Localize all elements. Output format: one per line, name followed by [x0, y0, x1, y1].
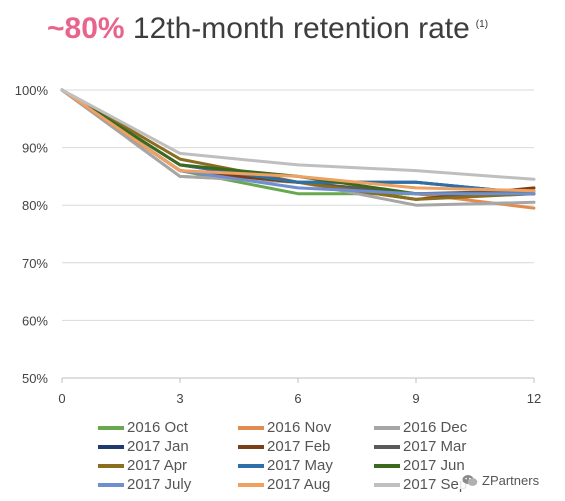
legend-item: 2017 Mar: [374, 437, 466, 456]
x-tick-label: 6: [294, 391, 301, 406]
legend-label: 2017 Jan: [127, 438, 189, 455]
legend-item: 2017 July: [98, 475, 191, 494]
legend-swatch: [238, 463, 264, 468]
watermark: ZPartners: [459, 472, 543, 489]
x-tick-label: 0: [58, 391, 65, 406]
y-tick-label: 90%: [22, 141, 48, 156]
legend-label: 2017 Apr: [127, 457, 188, 474]
legend-swatch: [238, 444, 264, 449]
legend-item: 2016 Dec: [374, 418, 467, 437]
legend-label: 2017 Feb: [267, 438, 331, 455]
x-tick-label: 12: [527, 391, 541, 406]
legend-label: 2017 Jun: [403, 457, 465, 474]
watermark-text: ZPartners: [482, 473, 540, 488]
legend-item: 2017 Jan: [98, 437, 189, 456]
wechat-icon: [462, 475, 478, 486]
y-axis-ticks: 50% 60% 70% 80% 90% 100%: [15, 83, 49, 386]
legend-item: 2017 Apr: [98, 456, 187, 475]
legend-label: 2017 Mar: [403, 438, 467, 455]
legend-swatch: [98, 463, 124, 468]
chart-series-lines: [60, 88, 536, 210]
legend-item: 2017 Jun: [374, 456, 465, 475]
legend-item: 2017 Aug: [238, 475, 330, 494]
legend-label: 2017 Sep: [403, 476, 468, 493]
x-tick-label: 9: [412, 391, 419, 406]
legend-swatch: [374, 463, 400, 468]
chart-headline: ~80% 12th-month retention rate (1): [47, 12, 488, 46]
legend-item: 2016 Oct: [98, 418, 188, 437]
legend-swatch: [374, 482, 400, 487]
legend-item: 2017 May: [238, 456, 333, 475]
headline-text: 12th-month retention rate: [132, 12, 470, 45]
series-line-10: [60, 88, 536, 193]
legend-swatch: [374, 444, 400, 449]
legend-swatch: [98, 482, 124, 487]
legend-item: 2016 Nov: [238, 418, 331, 437]
y-tick-label: 100%: [15, 83, 49, 98]
y-tick-label: 80%: [22, 198, 48, 213]
legend-swatch: [374, 425, 400, 430]
legend-item: 2017 Feb: [238, 437, 330, 456]
headline-footnote-marker: (1): [475, 19, 489, 30]
series-line-11: [60, 88, 536, 181]
legend-label: 2016 Oct: [127, 419, 188, 436]
x-tick-label: 3: [176, 391, 183, 406]
y-tick-label: 70%: [22, 256, 48, 271]
legend-label: 2017 July: [127, 476, 192, 493]
legend-swatch: [238, 482, 264, 487]
legend-swatch: [238, 425, 264, 430]
legend-swatch: [98, 425, 124, 430]
x-axis-ticks: 0 3 6 9 12: [58, 378, 541, 406]
headline-highlight: ~80%: [47, 12, 125, 45]
legend-label: 2016 Dec: [403, 419, 468, 436]
y-tick-label: 60%: [22, 313, 48, 328]
legend-label: 2016 Nov: [267, 419, 332, 436]
legend-label: 2017 May: [267, 457, 333, 474]
legend-swatch: [98, 444, 124, 449]
legend-label: 2017 Aug: [267, 476, 331, 493]
y-tick-label: 50%: [22, 371, 48, 386]
legend-item: 2017 Sep: [374, 475, 467, 494]
